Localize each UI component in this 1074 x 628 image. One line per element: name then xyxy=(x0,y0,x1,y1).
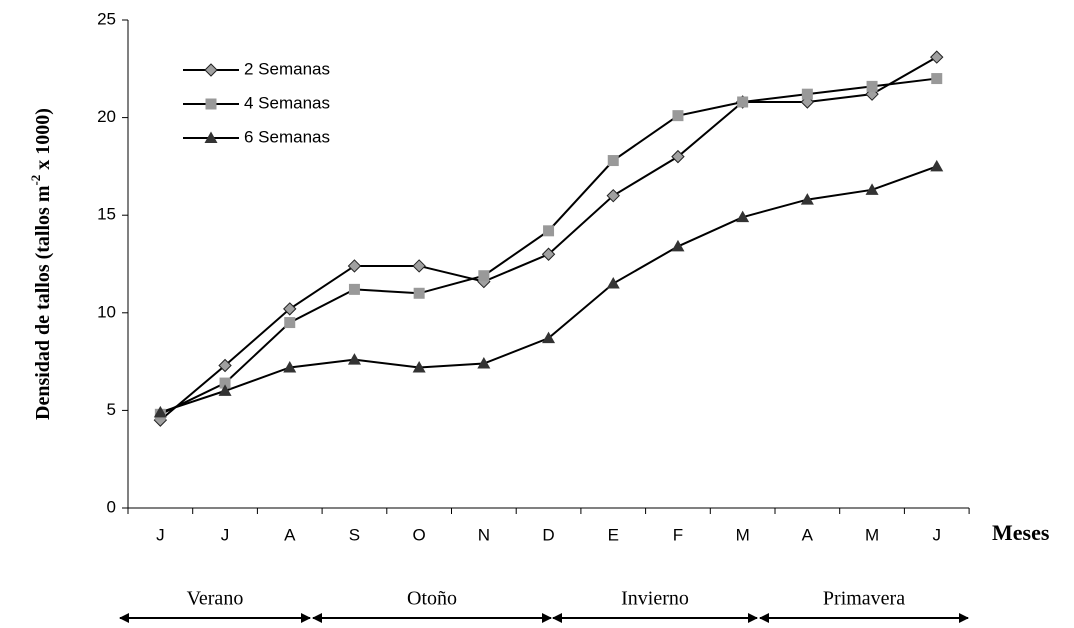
marker xyxy=(606,277,620,289)
season-label: Otoño xyxy=(407,588,457,610)
marker xyxy=(801,88,813,100)
marker xyxy=(672,110,684,122)
marker xyxy=(218,358,232,373)
marker xyxy=(931,73,943,85)
marker xyxy=(606,188,620,203)
y-axis-label: Densidad de tallos (tallos m-2 x 1000) xyxy=(28,108,54,420)
marker xyxy=(543,225,555,237)
x-tick-label: F xyxy=(673,525,683,544)
y-tick-label: 20 xyxy=(97,107,116,126)
marker xyxy=(930,159,944,172)
x-tick-label: S xyxy=(349,525,360,544)
marker xyxy=(283,360,297,373)
marker xyxy=(284,317,296,329)
x-tick-label: A xyxy=(802,525,814,544)
y-tick-label: 5 xyxy=(107,400,116,419)
marker xyxy=(412,259,426,273)
y-label-part: Densidad de tallos (tallos m xyxy=(32,185,54,420)
y-label-part: x 1000) xyxy=(32,108,54,175)
x-tick-label: O xyxy=(413,525,426,544)
y-tick-label: 15 xyxy=(97,205,116,224)
marker xyxy=(413,287,425,299)
x-tick-label: J xyxy=(221,525,230,544)
marker xyxy=(865,183,879,195)
marker xyxy=(607,155,619,167)
x-tick-label: M xyxy=(736,525,750,544)
legend-marker xyxy=(204,131,218,143)
season-label: Verano xyxy=(187,588,244,610)
x-tick-label: D xyxy=(542,525,554,544)
marker xyxy=(737,96,749,108)
legend-label: 6 Semanas xyxy=(244,127,330,146)
marker xyxy=(866,80,878,92)
marker xyxy=(541,247,556,261)
x-tick-label: J xyxy=(156,525,165,544)
marker xyxy=(219,377,231,389)
x-tick-label: A xyxy=(284,525,296,544)
marker xyxy=(283,302,297,316)
x-tick-label: J xyxy=(933,525,942,544)
y-tick-label: 10 xyxy=(97,302,116,321)
y-tick-label: 25 xyxy=(97,9,116,28)
marker xyxy=(671,149,685,164)
legend-label: 4 Semanas xyxy=(244,93,330,112)
legend-marker xyxy=(205,98,217,110)
x-tick-label: E xyxy=(608,525,619,544)
marker xyxy=(153,405,167,418)
y-label-sup: -2 xyxy=(28,175,43,186)
marker xyxy=(347,353,361,365)
legend-label: 2 Semanas xyxy=(244,59,330,78)
x-tick-label: M xyxy=(865,525,879,544)
marker xyxy=(348,283,360,295)
x-tick-label: N xyxy=(478,525,490,544)
y-tick-label: 0 xyxy=(107,497,116,516)
marker xyxy=(671,239,685,252)
marker xyxy=(478,270,490,282)
marker xyxy=(412,360,426,373)
marker xyxy=(347,259,362,273)
series-line xyxy=(160,165,938,414)
season-label: Primavera xyxy=(823,588,905,610)
marker xyxy=(542,331,556,344)
marker xyxy=(736,210,750,223)
marker xyxy=(930,50,944,64)
marker xyxy=(218,384,232,396)
x-axis-label: Meses xyxy=(992,520,1050,545)
legend-marker xyxy=(204,63,218,77)
marker xyxy=(800,193,814,205)
marker xyxy=(477,357,491,369)
season-label: Invierno xyxy=(621,588,689,610)
